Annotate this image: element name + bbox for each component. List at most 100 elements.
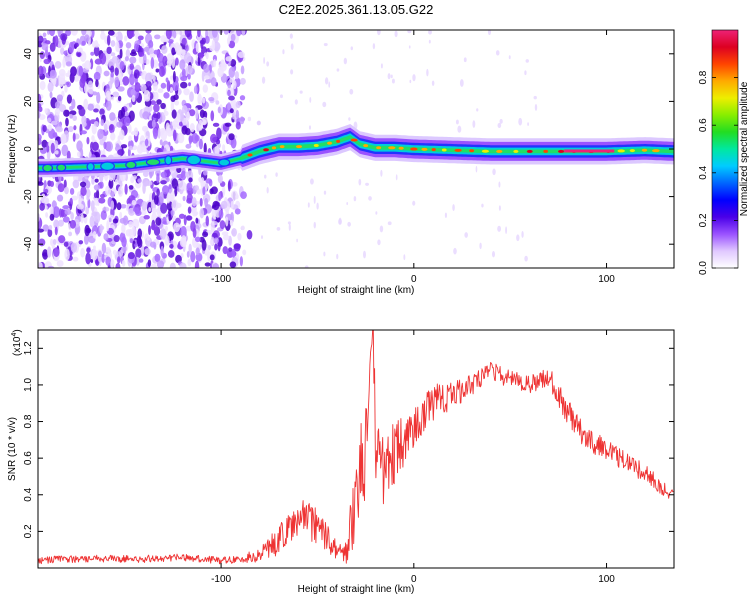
spectrogram-noise-speck (229, 108, 234, 114)
spectrogram-noise-speck (47, 81, 54, 93)
spectrogram-noise-speck (431, 80, 435, 86)
spectrogram-hot-spot (481, 149, 489, 153)
spectrogram-noise-speck (100, 30, 105, 35)
spectrogram-noise-speck (132, 218, 140, 229)
spectrogram-noise-speck (205, 178, 213, 184)
spectrogram-noise-speck (156, 260, 165, 268)
spectrogram-noise-speck (346, 201, 349, 206)
spectrogram-noise-speck (47, 265, 55, 268)
spectrogram-noise-speck (412, 74, 416, 82)
spectrogram-noise-speck (230, 33, 236, 42)
spectrogram-noise-speck (150, 57, 155, 70)
spectrogram-noise-speck (90, 258, 94, 263)
spectrogram-noise-speck (81, 121, 87, 128)
spectrogram-noise-speck (49, 42, 56, 52)
spectrogram-noise-speck (213, 237, 219, 244)
spectrogram-noise-speck (173, 222, 181, 233)
spectrogram-noise-speck (209, 254, 215, 261)
spectrogram-noise-speck (228, 133, 235, 141)
spectrogram-noise-speck (349, 88, 354, 95)
spectrogram-noise-speck (79, 77, 86, 89)
spectrogram-noise-speck (375, 211, 378, 215)
spectrogram-noise-speck (153, 91, 159, 101)
spectrogram-noise-speck (148, 207, 152, 212)
spectrogram-noise-speck (39, 80, 46, 91)
spectrogram-noise-speck (145, 30, 152, 34)
spectrogram-noise-speck (209, 239, 214, 246)
spectrogram-panel: -100 0 100 -40 -20 0 20 40 Height of straight … (7, 29, 675, 296)
spectrogram-noise-speck (179, 237, 187, 248)
spectrogram-noise-speck (134, 82, 141, 93)
spectrogram-noise-speck (524, 70, 527, 76)
spectrogram-noise-speck (69, 219, 77, 229)
spectrogram-noise-speck (203, 75, 210, 80)
spectrogram-noise-speck (160, 245, 164, 257)
spectrogram-noise-speck (195, 217, 199, 224)
spectrogram-noise-speck (120, 144, 128, 149)
spectrogram-noise-speck (49, 213, 55, 221)
spectrogram-noise-speck (186, 250, 190, 258)
spectrogram-noise-speck (42, 124, 47, 133)
spectrogram-noise-speck (85, 188, 91, 199)
spectrogram-noise-speck (174, 42, 180, 52)
spectrogram-noise-speck (116, 202, 122, 211)
spectrogram-noise-speck (84, 224, 90, 237)
spectrogram-noise-speck (160, 202, 168, 214)
spectrogram-noise-speck (50, 238, 54, 246)
spectrogram-noise-speck (86, 195, 90, 201)
spectrogram-noise-speck (121, 259, 126, 267)
spectrogram-noise-speck (98, 197, 106, 204)
spectrogram-y-tick-label: -40 (23, 237, 34, 252)
spectrogram-noise-speck (290, 69, 294, 75)
spectrogram-noise-speck (145, 131, 150, 137)
spectrogram-noise-speck (142, 182, 146, 195)
spectrogram-noise-speck (110, 65, 115, 74)
spectrogram-noise-speck (93, 184, 101, 191)
spectrogram-noise-speck (63, 241, 69, 247)
spectrogram-noise-speck (83, 234, 89, 245)
snr-y-tick-label: 0.8 (23, 414, 34, 428)
spectrogram-hot-spot (376, 146, 382, 150)
spectrogram-noise-speck (80, 130, 88, 135)
spectrogram-noise-speck (230, 200, 234, 210)
spectrogram-noise-speck (328, 81, 331, 88)
spectrogram-noise-speck (131, 226, 136, 237)
spectrogram-noise-speck (457, 125, 462, 133)
spectrogram-noise-speck (63, 109, 70, 117)
spectrogram-noise-speck (120, 106, 126, 118)
spectrogram-noise-speck (263, 57, 266, 65)
spectrogram-noise-speck (221, 231, 229, 236)
spectrogram-noise-speck (358, 178, 362, 186)
spectrogram-x-label: Height of straight line (km) (298, 285, 415, 296)
spectrogram-noise-speck (189, 123, 195, 133)
spectrogram-noise-speck (228, 40, 236, 49)
spectrogram-noise-speck (99, 193, 106, 199)
spectrogram-noise-speck (117, 149, 125, 156)
spectrogram-noise-speck (147, 259, 152, 268)
spectrogram-noise-speck (60, 47, 65, 55)
spectrogram-noise-speck (113, 235, 120, 243)
spectrogram-noise-speck (181, 125, 188, 135)
spectrogram-x-tick-label: 100 (598, 274, 615, 285)
spectrogram-noise-speck (110, 96, 115, 101)
spectrogram-noise-speck (198, 52, 204, 59)
spectrogram-noise-speck (108, 123, 115, 134)
snr-y-scale-suffix: ) (12, 329, 23, 332)
spectrogram-noise-speck (62, 205, 70, 210)
spectrogram-ridge-blob (218, 158, 231, 167)
spectrogram-noise-speck (279, 94, 283, 99)
spectrogram-noise-speck (172, 129, 177, 142)
spectrogram-noise-speck (93, 71, 101, 81)
spectrogram-noise-speck (304, 265, 309, 268)
spectrogram-noise-speck (99, 108, 105, 116)
spectrogram-noise-speck (241, 30, 246, 36)
spectrogram-noise-speck (212, 122, 220, 127)
spectrogram-noise-speck (175, 57, 179, 66)
spectrogram-noise-speck (308, 125, 312, 130)
spectrogram-noise-speck (65, 72, 71, 78)
spectrogram-noise-speck (92, 230, 97, 239)
spectrogram-noise-speck (87, 198, 91, 209)
spectrogram-noise-speck (368, 196, 372, 201)
spectrogram-noise-speck (127, 147, 131, 158)
spectrogram-noise-speck (109, 112, 116, 121)
